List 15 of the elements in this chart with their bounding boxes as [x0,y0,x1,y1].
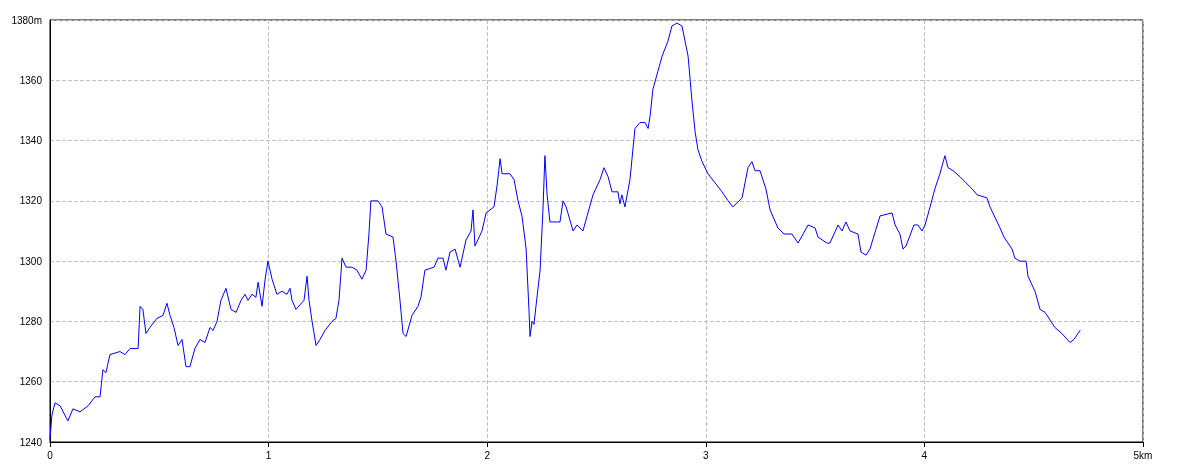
line-series [49,22,1081,440]
y-tick-label: 1380m [11,14,42,26]
y-tick-label: 1320 [19,195,43,207]
y-tick-label: 1300 [19,255,43,267]
x-tick-label: 1 [265,449,272,461]
y-tick-label: 1360 [19,74,43,86]
x-tick-label: 0 [47,449,54,461]
x-tick-label: 4 [921,449,928,461]
y-tick-label: 1260 [19,376,43,388]
y-tick-label: 1280 [19,315,43,327]
x-tick-label: 3 [703,449,710,461]
x-tick-label: 5km [1133,449,1153,461]
y-tick-label: 1240 [19,436,43,448]
y-tick-label: 1340 [19,135,43,147]
x-tick-label: 2 [484,449,491,461]
